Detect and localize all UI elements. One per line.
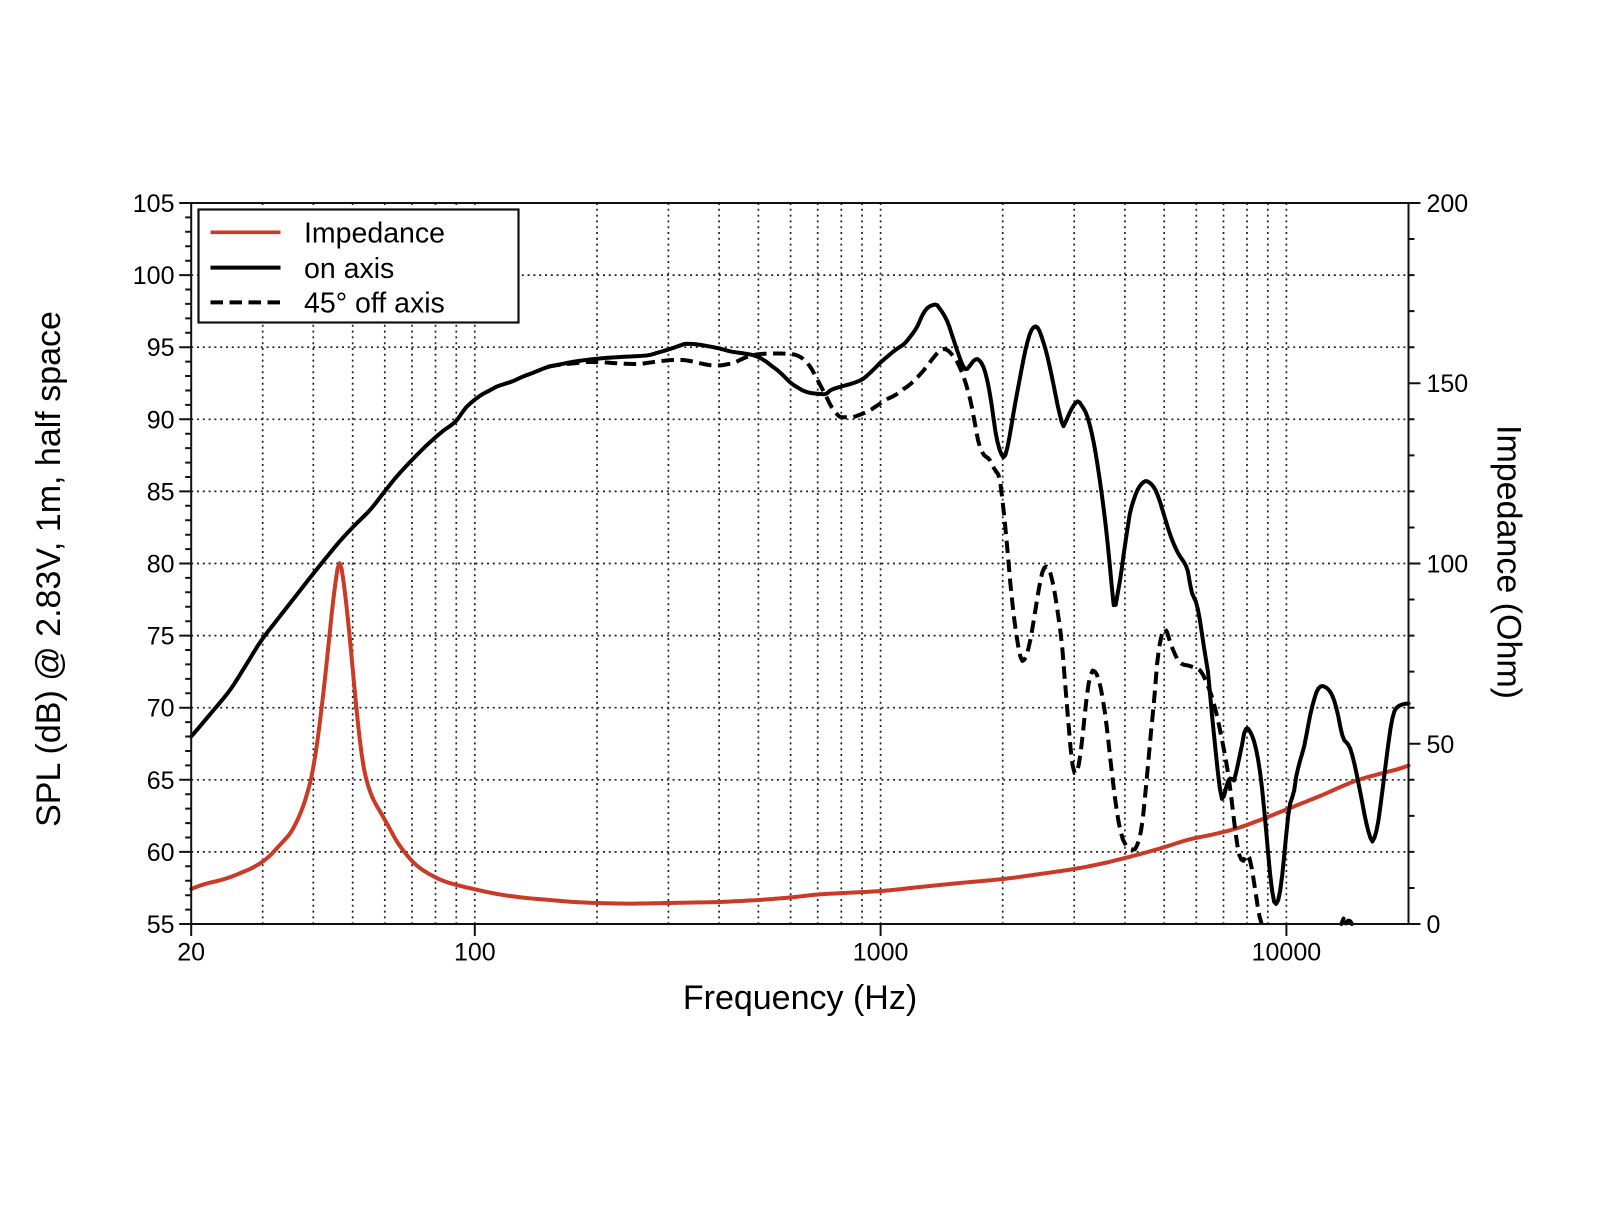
svg-text:100: 100 bbox=[1427, 551, 1469, 579]
svg-text:90: 90 bbox=[147, 406, 175, 434]
svg-text:Impedance: Impedance bbox=[304, 218, 445, 250]
svg-text:on axis: on axis bbox=[304, 253, 394, 285]
svg-text:50: 50 bbox=[1427, 731, 1455, 759]
svg-text:85: 85 bbox=[147, 478, 175, 506]
svg-text:150: 150 bbox=[1427, 370, 1469, 398]
svg-text:95: 95 bbox=[147, 334, 175, 362]
svg-text:1000: 1000 bbox=[853, 939, 909, 967]
svg-text:65: 65 bbox=[147, 767, 175, 795]
svg-text:200: 200 bbox=[1427, 190, 1469, 218]
svg-text:0: 0 bbox=[1427, 911, 1441, 939]
svg-text:80: 80 bbox=[147, 551, 175, 579]
svg-text:Frequency (Hz): Frequency (Hz) bbox=[683, 979, 917, 1017]
svg-text:20: 20 bbox=[177, 939, 205, 967]
svg-text:100: 100 bbox=[133, 262, 175, 290]
svg-text:55: 55 bbox=[147, 911, 175, 939]
svg-text:105: 105 bbox=[133, 190, 175, 218]
svg-text:Impedance (Ohm): Impedance (Ohm) bbox=[1490, 425, 1528, 699]
svg-text:75: 75 bbox=[147, 623, 175, 651]
svg-text:45° off axis: 45° off axis bbox=[304, 288, 445, 320]
svg-text:100: 100 bbox=[454, 939, 496, 967]
svg-text:60: 60 bbox=[147, 839, 175, 867]
svg-text:70: 70 bbox=[147, 695, 175, 723]
svg-text:SPL (dB) @ 2.83V, 1m, half spa: SPL (dB) @ 2.83V, 1m, half space bbox=[30, 311, 68, 827]
svg-text:10000: 10000 bbox=[1252, 939, 1322, 967]
